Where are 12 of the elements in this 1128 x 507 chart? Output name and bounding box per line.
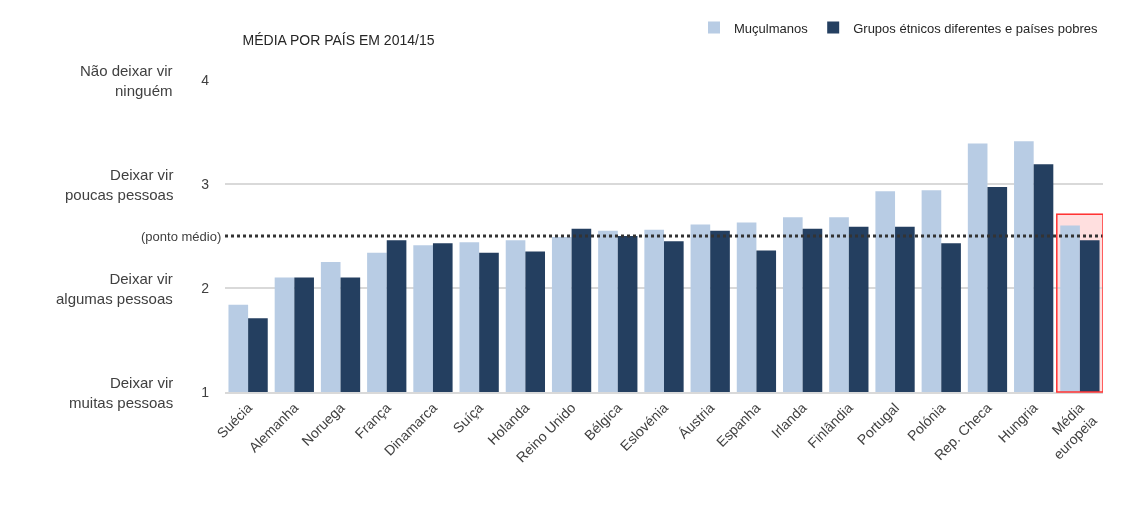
y-tick-label: 1 xyxy=(201,383,210,400)
text: Deixar vir muitas pessoas xyxy=(69,374,174,411)
y-tick-label: 4 xyxy=(201,71,210,88)
legend-label: Muçulmanos xyxy=(734,20,809,36)
y-tick-label: 3 xyxy=(201,175,210,192)
ref-line-label: (ponto médio) xyxy=(141,229,222,244)
y-tick-label: 2 xyxy=(201,279,210,296)
text: Deixar vir poucas pessoas xyxy=(65,166,174,203)
legend-label: Grupos étnicos diferentes e países pobres xyxy=(853,20,1098,36)
text: Não deixar vir ninguém xyxy=(80,62,173,99)
text: Deixar vir algumas pessoas xyxy=(56,270,173,307)
chart-title: MÉDIA POR PAÍS EM 2014/15 xyxy=(242,32,435,49)
